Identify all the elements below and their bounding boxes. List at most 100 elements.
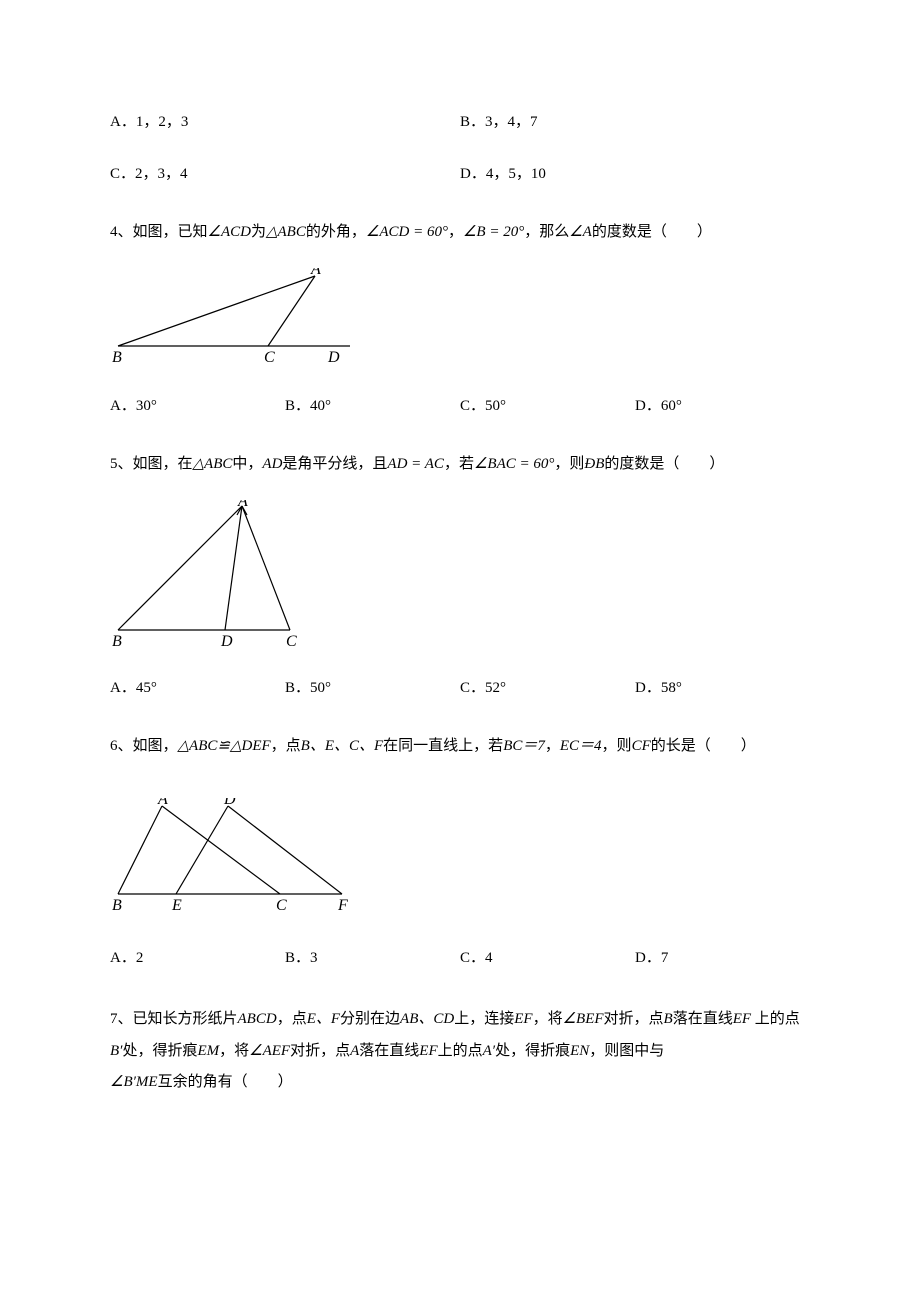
q7-l1k: 对折，点: [604, 1011, 664, 1027]
q7-l2o: ，则图中与: [589, 1043, 664, 1059]
q4-figure: A B C D: [110, 268, 810, 368]
q7-l1a: 7、已知长方形纸片: [110, 1011, 238, 1027]
q6-cf: CF: [632, 738, 651, 754]
q5-eq2: ∠BAC = 60°: [474, 456, 554, 472]
q4-t2: 为: [251, 224, 266, 240]
q3-option-c[interactable]: C．2，3，4: [110, 162, 460, 186]
svg-text:B: B: [112, 897, 122, 914]
q6-options: A．2 B．3 C．4 D．7: [110, 946, 810, 970]
q4-option-d[interactable]: D．60°: [635, 394, 810, 418]
q7-l2d: EM: [197, 1043, 219, 1059]
q5-t8: ，则: [554, 456, 584, 472]
q5-eq1: AD = AC: [387, 456, 444, 472]
q4-t8: ，那么: [524, 224, 569, 240]
q6-option-c[interactable]: C．4: [460, 946, 635, 970]
q7-l2c: 处，得折痕: [122, 1043, 197, 1059]
svg-text:C: C: [276, 897, 287, 914]
q4-t6: ，: [448, 224, 463, 240]
q3-options-row2: C．2，3，4 D．4，5，10: [110, 162, 810, 186]
q3-options-row1: A．1，2，3 B．3，4，7: [110, 110, 810, 134]
q4-option-a[interactable]: A．30°: [110, 394, 285, 418]
q7-l2j: EF: [419, 1043, 437, 1059]
q4-acd: ∠ACD: [208, 224, 251, 240]
q5-t2: 中，: [232, 456, 262, 472]
q6-option-a[interactable]: A．2: [110, 946, 285, 970]
q5-ad: AD: [262, 456, 282, 472]
q6-option-b[interactable]: B．3: [285, 946, 460, 970]
q6-t4: 在同一直线上，若: [383, 738, 503, 754]
svg-text:A: A: [310, 268, 321, 278]
q7-l1i: ，将: [533, 1011, 563, 1027]
q4-abc: △ABC: [266, 224, 306, 240]
svg-text:B: B: [112, 349, 122, 366]
q7-l1n: EF: [733, 1011, 751, 1027]
q7-l1l: B: [664, 1011, 673, 1027]
q4-option-c[interactable]: C．50°: [460, 394, 635, 418]
q5-option-c[interactable]: C．52°: [460, 676, 635, 700]
q6-ec: EC＝4: [560, 738, 602, 754]
q6-cong: △ABC≌△DEF: [178, 738, 271, 754]
q3-option-b[interactable]: B．3，4，7: [460, 110, 810, 134]
q5-t10: 的度数是（ ）: [604, 456, 724, 472]
q4-eq1: ∠ACD = 60°: [366, 224, 448, 240]
svg-text:C: C: [286, 633, 297, 650]
q6-t6: ，: [545, 738, 560, 754]
q4-option-b[interactable]: B．40°: [285, 394, 460, 418]
svg-text:A: A: [157, 798, 168, 808]
q4-angle-a: ∠A: [569, 224, 592, 240]
q7-l1e: 分别在边: [340, 1011, 400, 1027]
q7-l2a: 上的点: [755, 1011, 800, 1027]
q7-l2f: ∠AEF: [249, 1043, 290, 1059]
q5-t6: ，若: [444, 456, 474, 472]
q5-t4: 是角平分线，且: [282, 456, 387, 472]
q7-l2b: B′: [110, 1043, 122, 1059]
svg-text:F: F: [337, 897, 348, 914]
svg-text:A: A: [237, 500, 248, 510]
q7-l1c: ，点: [277, 1011, 307, 1027]
q4-t4: 的外角，: [306, 224, 366, 240]
q7-l1j: ∠BEF: [563, 1011, 604, 1027]
q7-l2g: 对折，点: [290, 1043, 350, 1059]
q7-l2n: EN: [570, 1043, 589, 1059]
q4-options: A．30° B．40° C．50° D．60°: [110, 394, 810, 418]
svg-text:D: D: [220, 633, 233, 650]
q6-prefix: 6、如图，: [110, 738, 178, 754]
q7-l2e: ，将: [219, 1043, 249, 1059]
q6-stem: 6、如图，△ABC≌△DEF，点B、E、C、F在同一直线上，若BC＝7，EC＝4…: [110, 734, 810, 758]
q6-bc: BC＝7: [503, 738, 545, 754]
q5-prefix: 5、如图，在: [110, 456, 193, 472]
q4-text-prefix: 4、如图，已知: [110, 224, 208, 240]
q7-l2i: 落在直线: [359, 1043, 419, 1059]
q6-t2: ，点: [271, 738, 301, 754]
q7-l1g: 上，连接: [454, 1011, 514, 1027]
q7-l2k: 上的点: [438, 1043, 483, 1059]
q7-stem: 7、已知长方形纸片ABCD，点E、F分别在边AB、CD上，连接EF，将∠BEF对…: [110, 1004, 810, 1099]
q7-l2h: A: [350, 1043, 359, 1059]
q7-l1m: 落在直线: [673, 1011, 733, 1027]
q6-option-d[interactable]: D．7: [635, 946, 810, 970]
q7-l1h: EF: [514, 1011, 532, 1027]
q5-figure: A B D C: [110, 500, 810, 650]
q7-l1d: E、F: [307, 1011, 340, 1027]
svg-text:D: D: [327, 349, 340, 366]
svg-text:E: E: [171, 897, 182, 914]
q7-l1f: AB、CD: [400, 1011, 454, 1027]
svg-text:B: B: [112, 633, 122, 650]
q4-stem: 4、如图，已知∠ACD为△ABC的外角，∠ACD = 60°，∠B = 20°，…: [110, 220, 810, 244]
q7-l1b: ABCD: [238, 1011, 277, 1027]
q5-angle-b: ÐB: [584, 456, 604, 472]
q7-l2l: A′: [483, 1043, 495, 1059]
q5-abc: △ABC: [193, 456, 233, 472]
q5-option-b[interactable]: B．50°: [285, 676, 460, 700]
q3-option-a[interactable]: A．1，2，3: [110, 110, 460, 134]
svg-text:C: C: [264, 349, 275, 366]
q5-option-a[interactable]: A．45°: [110, 676, 285, 700]
q6-pts: B、E、C、F: [301, 738, 384, 754]
q6-t10: 的长是（ ）: [651, 738, 756, 754]
q3-option-d[interactable]: D．4，5，10: [460, 162, 810, 186]
q5-options: A．45° B．50° C．52° D．58°: [110, 676, 810, 700]
q6-figure: A D B E C F: [110, 798, 810, 916]
q7-l3a: ∠B′ME: [110, 1074, 158, 1090]
svg-text:D: D: [223, 798, 236, 808]
q5-option-d[interactable]: D．58°: [635, 676, 810, 700]
